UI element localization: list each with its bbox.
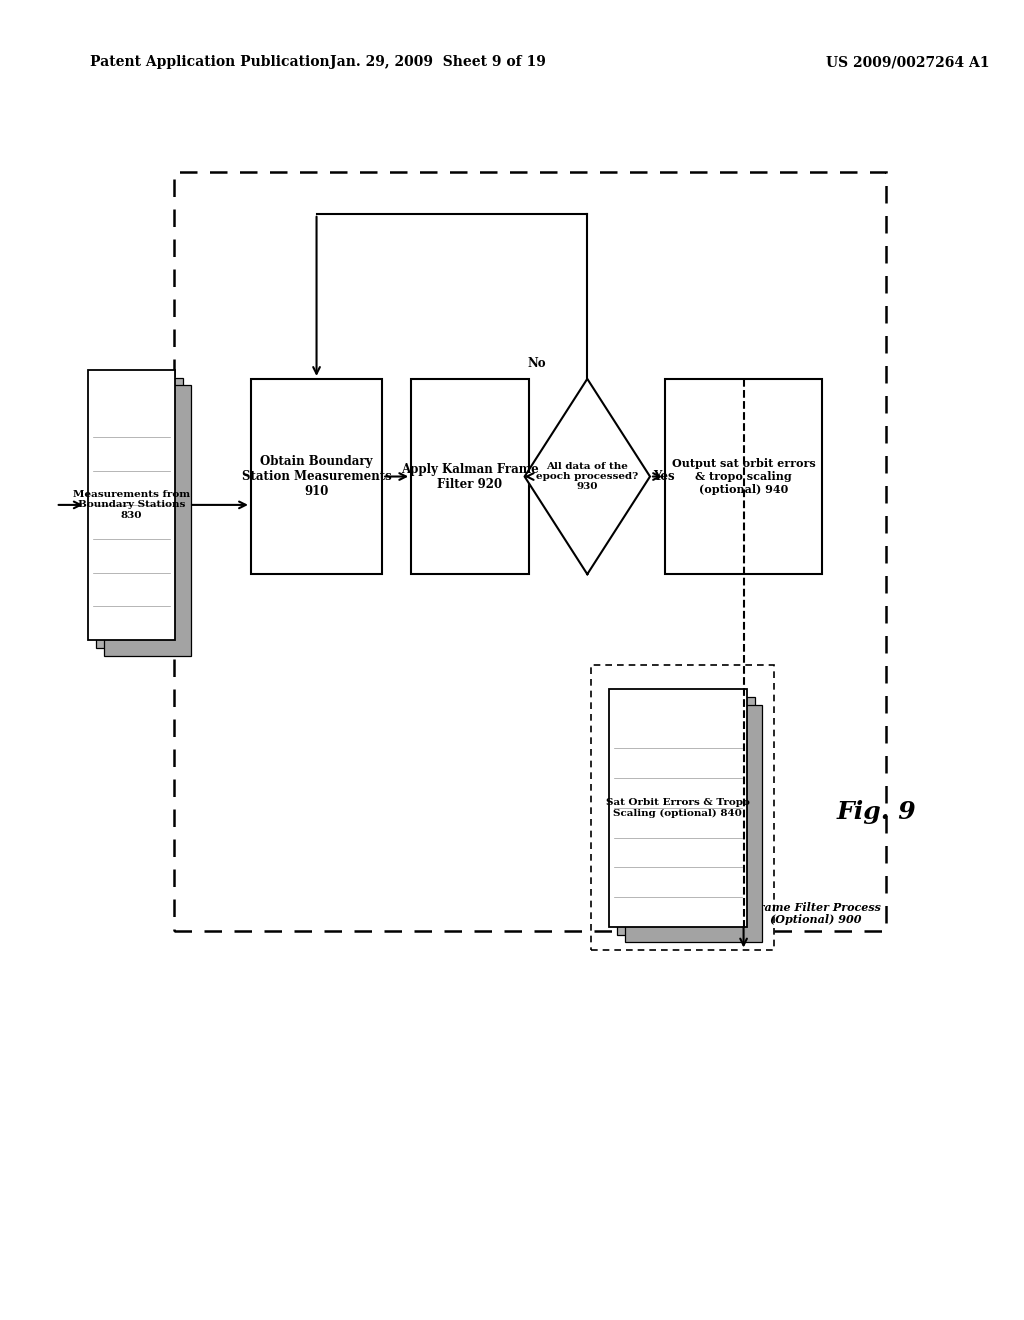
Text: Yes: Yes bbox=[653, 470, 675, 483]
Text: Fig. 9: Fig. 9 bbox=[837, 800, 915, 824]
Bar bbox=[88, 370, 175, 640]
Text: Obtain Boundary
Station Measurements
910: Obtain Boundary Station Measurements 910 bbox=[242, 455, 391, 498]
Text: No: No bbox=[527, 356, 546, 370]
Text: Apply Kalman Frame
Filter 920: Apply Kalman Frame Filter 920 bbox=[401, 462, 539, 491]
Bar bbox=[411, 379, 528, 574]
Bar bbox=[95, 378, 183, 648]
Polygon shape bbox=[524, 379, 650, 574]
Text: Output sat orbit errors
& tropo scaling
(optional) 940: Output sat orbit errors & tropo scaling … bbox=[672, 458, 815, 495]
Text: Measurements from
Boundary Stations
830: Measurements from Boundary Stations 830 bbox=[73, 490, 190, 520]
Text: US 2009/0027264 A1: US 2009/0027264 A1 bbox=[826, 55, 989, 70]
Bar bbox=[665, 379, 822, 574]
Text: Jan. 29, 2009  Sheet 9 of 19: Jan. 29, 2009 Sheet 9 of 19 bbox=[330, 55, 546, 70]
Text: Sat Orbit Errors & Tropo
Scaling (optional) 840: Sat Orbit Errors & Tropo Scaling (option… bbox=[606, 799, 750, 817]
Bar bbox=[617, 697, 755, 935]
Bar bbox=[609, 689, 746, 927]
Bar bbox=[625, 705, 763, 942]
Bar bbox=[174, 172, 886, 931]
Bar bbox=[591, 665, 774, 950]
Text: Frame Filter Process
(Optional) 900: Frame Filter Process (Optional) 900 bbox=[751, 902, 881, 925]
Bar bbox=[251, 379, 382, 574]
Text: Patent Application Publication: Patent Application Publication bbox=[89, 55, 329, 70]
Text: All data of the
epoch processed?
930: All data of the epoch processed? 930 bbox=[537, 462, 638, 491]
Bar bbox=[103, 385, 191, 656]
